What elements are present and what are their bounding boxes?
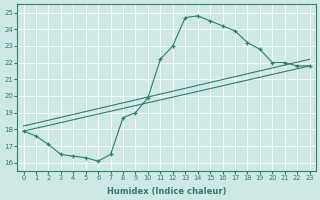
X-axis label: Humidex (Indice chaleur): Humidex (Indice chaleur) <box>107 187 226 196</box>
